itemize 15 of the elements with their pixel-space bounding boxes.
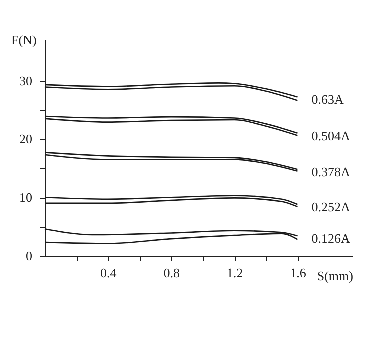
x-tick-label: 0.8	[164, 266, 180, 280]
y-tick-label: 20	[20, 132, 32, 147]
y-tick-label: 30	[20, 73, 32, 88]
x-tick-label: 1.2	[226, 266, 244, 280]
x-tick-label: 0.4	[100, 266, 118, 280]
y-tick-label: 10	[20, 190, 32, 206]
series-label: 0.252A	[312, 200, 351, 215]
x-tick-label: 1.6	[290, 266, 307, 280]
y-tick-label: 0	[26, 248, 32, 264]
series-label: 0.126A	[312, 231, 351, 246]
series-label: 0.63A	[312, 92, 344, 108]
y-axis-title: F(N)	[12, 32, 37, 48]
x-axis-title: S(mm)	[317, 268, 354, 284]
series-label: 0.504A	[312, 128, 351, 144]
series-label: 0.378A	[312, 164, 351, 180]
